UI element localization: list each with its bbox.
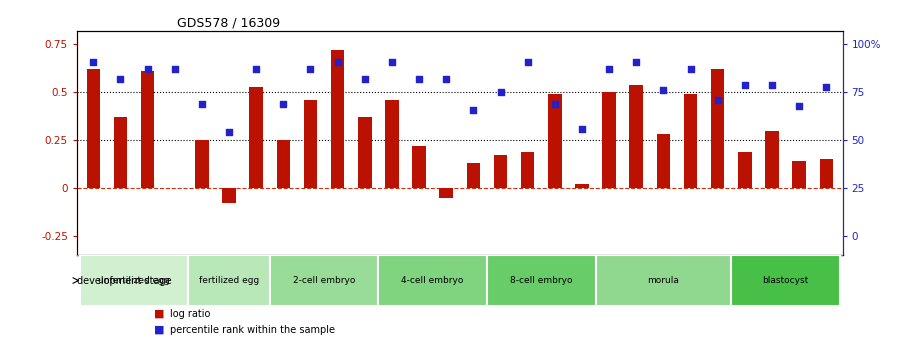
Bar <box>548 94 562 188</box>
Bar <box>412 146 426 188</box>
Text: ■: ■ <box>154 309 164 319</box>
Bar <box>439 188 453 198</box>
Bar <box>766 130 779 188</box>
Bar <box>684 94 698 188</box>
Point <box>792 103 806 108</box>
Bar <box>521 151 535 188</box>
Point <box>86 59 101 65</box>
Point <box>656 88 670 93</box>
Bar <box>711 69 725 188</box>
Bar <box>249 87 263 188</box>
Text: fertilized egg: fertilized egg <box>199 276 259 285</box>
Point <box>222 130 236 135</box>
Point <box>195 101 209 107</box>
Bar <box>113 117 127 188</box>
Bar <box>820 159 834 188</box>
Point <box>710 97 725 103</box>
Point <box>168 67 182 72</box>
Text: 8-cell embryo: 8-cell embryo <box>510 276 573 285</box>
Bar <box>331 50 344 188</box>
Point <box>602 67 616 72</box>
Text: unfertilized egg: unfertilized egg <box>98 276 170 285</box>
Point <box>249 67 264 72</box>
Text: morula: morula <box>648 276 680 285</box>
Text: 4-cell embryo: 4-cell embryo <box>401 276 464 285</box>
Text: development stage: development stage <box>77 276 172 286</box>
Bar <box>80 255 188 306</box>
Point <box>520 59 535 65</box>
Point <box>466 107 480 112</box>
Bar <box>595 255 731 306</box>
Point <box>737 82 752 87</box>
Point <box>113 76 128 82</box>
Point <box>331 59 345 65</box>
Bar <box>731 255 840 306</box>
Bar <box>602 92 616 188</box>
Bar <box>304 100 317 188</box>
Bar <box>276 140 290 188</box>
Text: GDS578 / 16309: GDS578 / 16309 <box>177 17 280 30</box>
Bar <box>657 135 670 188</box>
Bar <box>379 255 487 306</box>
Point <box>304 67 318 72</box>
Bar <box>793 161 806 188</box>
Point <box>683 67 698 72</box>
Bar <box>487 255 595 306</box>
Bar <box>195 140 208 188</box>
Bar <box>358 117 371 188</box>
Bar <box>385 100 399 188</box>
Bar <box>467 163 480 188</box>
Point <box>276 101 291 107</box>
Text: blastocyst: blastocyst <box>763 276 809 285</box>
Point <box>412 76 427 82</box>
Text: percentile rank within the sample: percentile rank within the sample <box>170 325 335 335</box>
Point <box>439 76 454 82</box>
Text: log ratio: log ratio <box>170 309 211 319</box>
Point <box>140 67 155 72</box>
Bar <box>140 71 154 188</box>
Bar <box>630 85 643 188</box>
Point <box>629 59 643 65</box>
Point <box>385 59 400 65</box>
Bar <box>188 255 270 306</box>
Point <box>819 84 834 89</box>
Point <box>574 126 589 131</box>
Bar <box>222 188 236 203</box>
Bar <box>575 184 589 188</box>
Bar <box>270 255 379 306</box>
Bar <box>86 69 100 188</box>
Point <box>493 89 507 95</box>
Text: ■: ■ <box>154 325 164 335</box>
Bar <box>738 151 752 188</box>
Point <box>547 101 562 107</box>
Point <box>765 82 779 87</box>
Bar <box>494 156 507 188</box>
Point <box>358 76 372 82</box>
Text: 2-cell embryo: 2-cell embryo <box>293 276 355 285</box>
